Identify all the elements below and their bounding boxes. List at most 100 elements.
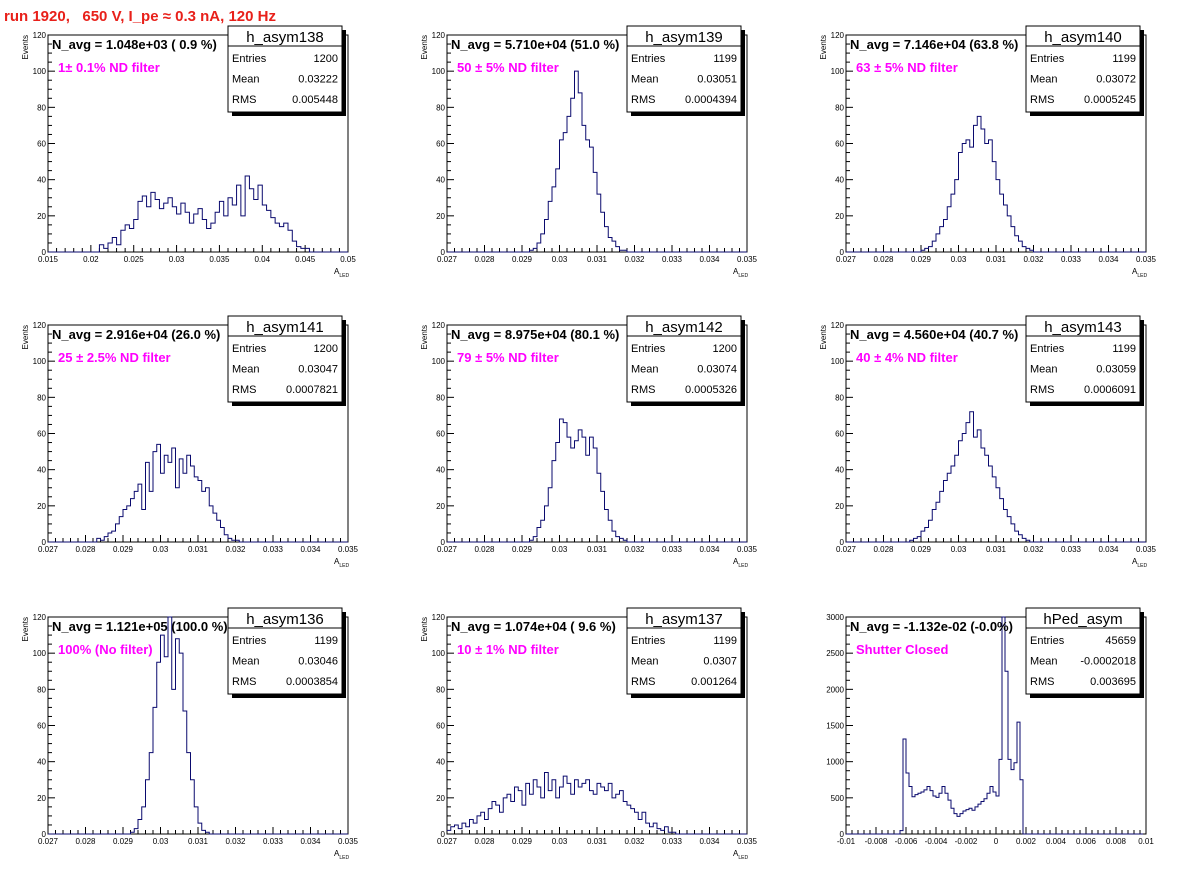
filter-annotation: 10 ± 1% ND filter [457, 642, 559, 657]
x-tick-label: 0.034 [699, 545, 720, 554]
histogram-panel-h_asym140: 0 20 40 60 80 100 120 0.027 0.028 0.029 0.03 0.031 0… [819, 25, 1157, 279]
stats-label: Mean [1030, 364, 1058, 376]
histogram-line [846, 411, 1146, 543]
y-tick-label: 40 [835, 466, 844, 475]
x-tick-label: 0.032 [225, 545, 246, 554]
filter-annotation: 1± 0.1% ND filter [58, 60, 160, 75]
y-axis-label: Events [819, 325, 828, 349]
y-tick-label: 2500 [826, 649, 844, 658]
x-tick-label: 0.033 [263, 545, 284, 554]
y-tick-label: 0 [441, 830, 446, 839]
y-axis-label: Events [420, 35, 429, 59]
y-tick-label: 60 [436, 430, 445, 439]
histogram-line [48, 175, 348, 253]
run-title: run 1920, 650 V, I_pe ≈ 0.3 nA, 120 Hz [4, 8, 276, 25]
histogram-name: h_asym136 [246, 611, 324, 628]
y-tick-label: 0 [42, 248, 47, 257]
stats-label: RMS [1030, 94, 1054, 106]
x-tick-label: 0.03 [153, 545, 169, 554]
x-tick-label: 0 [994, 837, 999, 846]
histogram-panel-hPed_asym: 0 500 1000 1500 2000 2500 3000 -0.01 -0.008 -0.00… [826, 607, 1154, 846]
x-tick-label: 0.035 [737, 837, 758, 846]
x-axis-label: ALED [733, 267, 748, 279]
stats-label: Mean [232, 364, 260, 376]
stats-value: 0.001264 [691, 676, 737, 688]
y-axis-label: Events [21, 35, 30, 59]
y-tick-label: 0 [441, 248, 446, 257]
y-tick-label: 60 [37, 430, 46, 439]
x-tick-label: 0.03 [951, 545, 967, 554]
n-avg-label: N_avg = 4.560e+04 (40.7 %) [850, 327, 1018, 342]
histogram-line [447, 772, 747, 835]
filter-annotation: 63 ± 5% ND filter [856, 60, 958, 75]
x-axis-label: ALED [733, 557, 748, 569]
x-tick-label: 0.035 [209, 255, 230, 264]
y-tick-label: 0 [840, 248, 845, 257]
x-axis-label: ALED [334, 267, 349, 279]
stats-value: 0.03059 [1096, 364, 1136, 376]
x-tick-label: 0.028 [474, 545, 495, 554]
stats-value: 1199 [1112, 343, 1136, 355]
x-tick-label: 0.034 [300, 545, 321, 554]
stats-value: 1199 [713, 53, 737, 65]
stats-box [227, 25, 343, 113]
x-tick-label: 0.034 [1098, 545, 1119, 554]
x-tick-label: 0.034 [699, 255, 720, 264]
histogram-panel-h_asym139: 0 20 40 60 80 100 120 0.027 0.028 0.029 0.03 0.031 0… [420, 25, 758, 279]
stats-value: 0.03046 [298, 656, 338, 668]
y-axis-label: Events [420, 325, 429, 349]
x-tick-label: 0.031 [986, 545, 1007, 554]
filter-annotation: 100% (No filter) [58, 642, 153, 657]
y-tick-label: 60 [37, 140, 46, 149]
y-tick-label: 500 [831, 794, 845, 803]
n-avg-label: N_avg = 2.916e+04 (26.0 %) [52, 327, 220, 342]
histogram-line [447, 70, 747, 253]
y-tick-label: 100 [33, 357, 47, 366]
histogram-line [48, 443, 348, 543]
x-tick-label: 0.033 [662, 255, 683, 264]
stats-label: Mean [1030, 656, 1058, 668]
n-avg-label: N_avg = 1.121e+05 (100.0 %) [52, 619, 228, 634]
y-tick-label: 100 [432, 357, 446, 366]
histogram-name: h_asym138 [246, 29, 324, 46]
stats-label: Mean [631, 656, 659, 668]
y-tick-label: 120 [831, 31, 845, 40]
y-tick-label: 100 [831, 67, 845, 76]
y-tick-label: 40 [37, 466, 46, 475]
x-tick-label: 0.029 [911, 255, 932, 264]
histogram-line [447, 418, 747, 543]
x-tick-label: 0.03 [552, 545, 568, 554]
histogram-name: h_asym142 [645, 319, 723, 336]
x-tick-label: 0.008 [1106, 837, 1127, 846]
histogram-line [846, 616, 1143, 835]
stats-box [227, 607, 343, 695]
y-tick-label: 60 [436, 140, 445, 149]
x-tick-label: 0.034 [1098, 255, 1119, 264]
stats-value: 0.03047 [298, 364, 338, 376]
x-tick-label: 0.035 [1136, 255, 1157, 264]
x-tick-label: 0.027 [437, 255, 458, 264]
stats-value: 0.03074 [697, 364, 737, 376]
y-tick-label: 20 [436, 212, 445, 221]
stats-box [626, 315, 742, 403]
histogram-panel-h_asym137: 0 20 40 60 80 100 120 0.027 0.028 0.029 0.03 0.031 0… [420, 607, 758, 861]
x-tick-label: 0.033 [662, 545, 683, 554]
y-tick-label: 120 [831, 321, 845, 330]
stats-value: 0.005448 [292, 94, 338, 106]
stats-value: 0.0003854 [286, 676, 338, 688]
x-tick-label: 0.031 [587, 837, 608, 846]
stats-label: Entries [631, 53, 666, 65]
x-tick-label: 0.029 [512, 545, 533, 554]
x-tick-label: 0.032 [624, 255, 645, 264]
stats-value: 1200 [713, 343, 737, 355]
stats-value: 1199 [314, 635, 338, 647]
y-tick-label: 80 [37, 393, 46, 402]
stats-value: 1200 [314, 53, 338, 65]
stats-value: 1199 [713, 635, 737, 647]
y-tick-label: 20 [37, 212, 46, 221]
y-tick-label: 120 [33, 321, 47, 330]
x-tick-label: -0.006 [895, 837, 918, 846]
stats-label: Entries [1030, 635, 1065, 647]
stats-label: Entries [631, 635, 666, 647]
